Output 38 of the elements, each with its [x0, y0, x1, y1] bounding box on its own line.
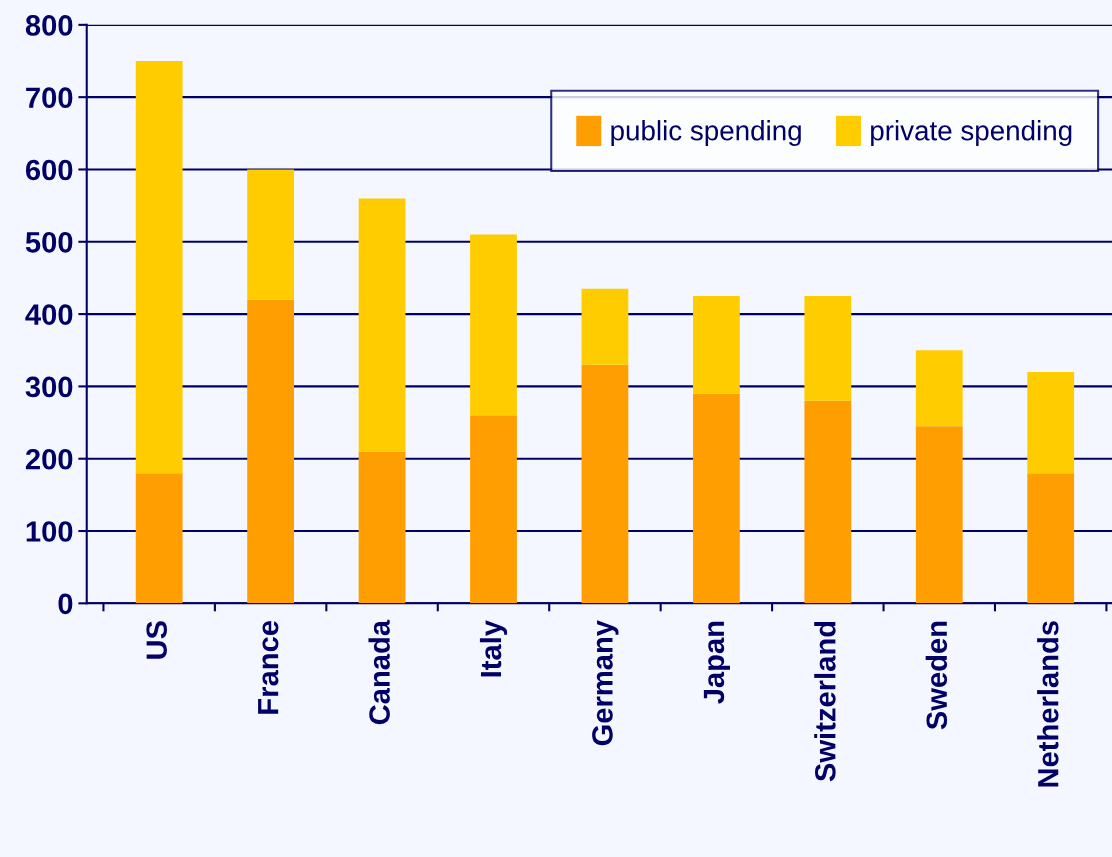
bar [470, 234, 517, 416]
bar [915, 426, 963, 604]
bar [135, 61, 183, 474]
bar [581, 364, 629, 604]
legend-label: public spending [611, 120, 801, 147]
y-tick-label: 300 [25, 376, 73, 398]
bar [581, 288, 629, 365]
x-tick-label: US [146, 621, 167, 659]
x-tick-label: Canada [368, 619, 390, 725]
x-tick-label: Italy [479, 620, 508, 677]
y-tick-label: 700 [26, 87, 73, 109]
y-tick-label: 800 [25, 15, 73, 36]
legend-label: private spending [871, 120, 1072, 147]
bar [692, 393, 740, 604]
x-tick-label: Netherlands [1037, 621, 1059, 787]
y-tick-label: 200 [25, 448, 73, 470]
y-tick-label: 0 [58, 593, 73, 615]
bar [915, 350, 963, 427]
bar [358, 198, 406, 452]
bar [804, 296, 852, 401]
bar [470, 415, 517, 604]
bar [247, 299, 295, 604]
x-tick-label: France [258, 620, 279, 714]
y-tick-label: 600 [25, 159, 73, 181]
y-tick-label: 500 [25, 231, 73, 253]
y-tick-label: 400 [25, 304, 73, 325]
y-tick-label: 100 [26, 521, 73, 542]
bar [1027, 473, 1075, 604]
x-tick-label: Japan [703, 621, 730, 704]
bar [135, 473, 183, 604]
bar [358, 451, 406, 604]
bar [247, 169, 295, 300]
bar [804, 400, 852, 604]
bar [1027, 371, 1075, 474]
x-tick-label: Germany [592, 620, 619, 746]
x-tick-label: Switzerland [814, 621, 836, 782]
x-tick-label: Sweden [925, 621, 948, 730]
bar [692, 296, 740, 394]
